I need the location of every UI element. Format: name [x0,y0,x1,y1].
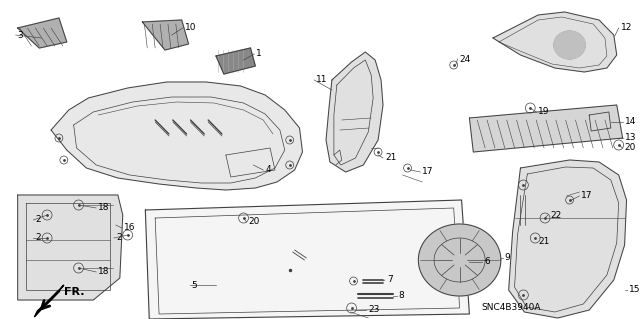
Text: 10: 10 [184,24,196,33]
Text: 22: 22 [550,211,561,219]
Text: 11: 11 [316,76,328,85]
Text: 17: 17 [581,191,593,201]
Text: 20: 20 [248,218,260,226]
Polygon shape [18,18,67,48]
Polygon shape [493,12,617,72]
Text: 12: 12 [621,24,632,33]
Polygon shape [326,52,383,172]
Text: 1: 1 [256,49,262,58]
Text: 2: 2 [116,234,122,242]
Text: 17: 17 [422,167,434,176]
Polygon shape [509,160,627,318]
Polygon shape [142,20,189,50]
Text: 2: 2 [35,216,41,225]
Text: 14: 14 [625,117,636,127]
Text: 21: 21 [385,153,396,162]
Text: 3: 3 [18,31,24,40]
Polygon shape [145,200,469,319]
Text: 7: 7 [387,276,393,285]
Text: 4: 4 [265,166,271,174]
Text: 15: 15 [628,286,640,294]
Text: 23: 23 [368,306,380,315]
Polygon shape [554,31,586,59]
Text: 21: 21 [538,238,550,247]
Polygon shape [419,224,501,296]
Text: 13: 13 [625,133,636,143]
Text: 9: 9 [505,254,511,263]
Text: 16: 16 [124,224,135,233]
Polygon shape [216,48,255,74]
Polygon shape [18,195,123,300]
Text: 20: 20 [625,144,636,152]
Text: FR.: FR. [64,287,84,297]
Text: 2: 2 [35,234,41,242]
Text: 5: 5 [191,280,197,290]
Polygon shape [469,105,623,152]
Text: 8: 8 [399,292,404,300]
Polygon shape [35,285,64,317]
Polygon shape [51,82,303,190]
Text: 24: 24 [460,55,471,63]
Text: SNC4B3940A: SNC4B3940A [481,303,541,313]
Text: 6: 6 [484,257,490,266]
Text: 18: 18 [98,268,109,277]
Text: 19: 19 [538,108,550,116]
Text: 18: 18 [98,204,109,212]
